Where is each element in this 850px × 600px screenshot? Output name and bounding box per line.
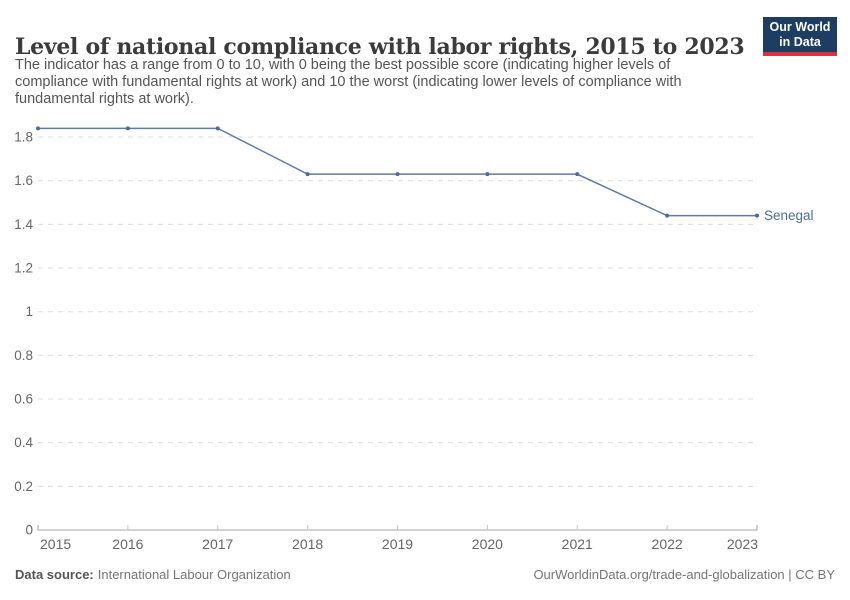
series-line-senegal[interactable] <box>38 127 757 217</box>
data-source-label: Data source: <box>15 567 94 582</box>
x-tick-label: 2023 <box>727 536 758 552</box>
chart-footer: Data source: International Labour Organiz… <box>15 567 835 582</box>
page-title: Level of national compliance with labor … <box>15 33 745 60</box>
data-point-2022[interactable] <box>665 213 670 218</box>
y-tick-label: 1.8 <box>14 130 33 145</box>
data-source: Data source: International Labour Organiz… <box>15 567 291 582</box>
y-tick-label: 0.8 <box>14 348 33 363</box>
data-source-value: International Labour Organization <box>97 567 291 582</box>
x-tick-label: 2019 <box>382 536 413 552</box>
chart-subtitle: The indicator has a range from 0 to 10, … <box>15 57 735 108</box>
data-point-2017[interactable] <box>215 126 220 131</box>
data-point-2023[interactable] <box>755 213 759 218</box>
x-tick-label: 2017 <box>202 536 233 552</box>
credit-link[interactable]: OurWorldinData.org/trade-and-globalizati… <box>533 567 835 582</box>
owid-logo-line1: Our World <box>769 20 831 34</box>
x-tick-label: 2016 <box>112 536 143 552</box>
subtitle-line-3: fundamental rights at work). <box>15 91 194 107</box>
y-tick-label: 0 <box>25 523 33 538</box>
data-point-2018[interactable] <box>305 172 310 177</box>
y-tick-label: 0.2 <box>14 479 33 494</box>
y-tick-label: 1 <box>25 304 33 319</box>
data-point-2015[interactable] <box>36 126 40 131</box>
subtitle-line-2: compliance with fundamental rights at wo… <box>15 74 682 90</box>
series-label: Senegal <box>764 208 814 223</box>
y-tick-label: 0.6 <box>14 392 33 407</box>
owid-logo-line2: in Data <box>779 35 821 49</box>
data-point-2020[interactable] <box>485 172 490 177</box>
x-tick-label: 2021 <box>562 536 593 552</box>
data-point-2021[interactable] <box>575 172 580 177</box>
data-point-2016[interactable] <box>125 126 130 131</box>
x-tick-label: 2018 <box>292 536 323 552</box>
owid-logo[interactable]: Our World in Data <box>763 17 837 56</box>
x-tick-label: 2022 <box>652 536 683 552</box>
data-point-2019[interactable] <box>395 172 400 177</box>
y-tick-label: 1.6 <box>14 173 33 188</box>
x-tick-label: 2020 <box>472 536 503 552</box>
y-tick-label: 1.2 <box>14 261 33 276</box>
y-tick-label: 0.4 <box>14 435 33 450</box>
subtitle-line-1: The indicator has a range from 0 to 10, … <box>15 57 671 73</box>
x-tick-label: 2015 <box>40 536 71 552</box>
y-tick-label: 1.4 <box>14 217 33 232</box>
